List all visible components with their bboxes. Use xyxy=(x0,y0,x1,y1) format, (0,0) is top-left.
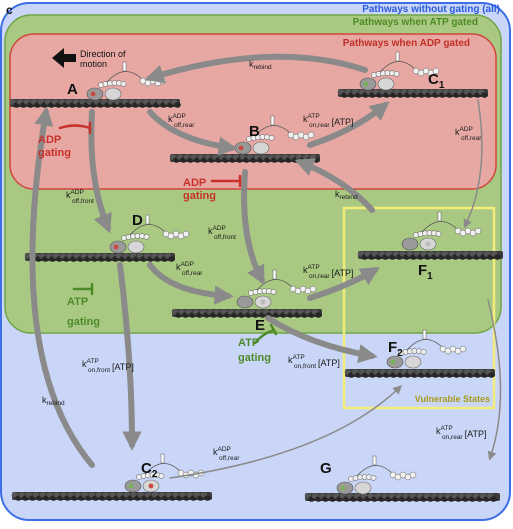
state-c1-letter: C xyxy=(428,71,439,88)
rate-on-front-d-c2: kATP on,front [ATP] xyxy=(82,358,134,374)
rate-on-rear-b-c1: kATP on,rear [ATP] xyxy=(303,113,353,129)
rate-rebind-c1-a: krebind xyxy=(249,59,272,71)
gating-marks xyxy=(58,121,278,345)
atp-gating-label-1b: gating xyxy=(67,316,100,328)
rate-off-rear-c1-f1: kADP off,rear xyxy=(455,126,482,142)
arrow-c1-to-f1 xyxy=(463,99,483,229)
state-c2-label: C2 xyxy=(141,460,158,480)
track-c2 xyxy=(11,492,212,501)
adp-gating-label-2b: gating xyxy=(183,190,216,202)
track-a xyxy=(9,99,181,108)
track-c1 xyxy=(337,89,488,98)
state-c1-sub: 1 xyxy=(439,80,445,91)
panel-letter: c xyxy=(6,3,13,17)
state-e-label: E xyxy=(255,317,265,334)
motor-g xyxy=(336,455,417,495)
state-a-label: A xyxy=(67,81,78,98)
arrow-f1-to-b xyxy=(294,158,375,213)
adp-gating-label-2a: ADP xyxy=(183,177,206,189)
motor-c1 xyxy=(359,51,440,91)
state-f1-sub: 1 xyxy=(427,271,433,282)
rate-off-front-b-e: kADP off,front xyxy=(208,225,236,241)
rate-off-rear-a-b: kADP off,rear xyxy=(168,113,195,129)
motor-f2 xyxy=(386,329,467,369)
rate-off-rear-c2-f2: kADP off,rear xyxy=(213,446,240,462)
arrow-f1-to-g xyxy=(487,299,502,461)
atp-gating-label-2a: ATP xyxy=(238,337,259,349)
state-f1-letter: F xyxy=(418,262,427,279)
motor-b xyxy=(234,115,315,155)
track-d xyxy=(24,253,175,262)
track-f2 xyxy=(344,369,495,378)
state-f2-sub: 2 xyxy=(397,348,403,359)
state-f1-label: F1 xyxy=(418,262,433,282)
microtubule-tracks xyxy=(9,89,503,502)
rate-off-rear-d-e: kADP off,rear xyxy=(176,261,203,277)
direction-label-line1: Direction of xyxy=(80,49,126,59)
arrow-d-to-c2 xyxy=(117,262,142,451)
rate-on-rear-e-f1: kATP on,rear [ATP] xyxy=(303,264,353,280)
state-g-label: G xyxy=(320,460,332,477)
rate-on-front-e-f2: kATP on,front [ATP] xyxy=(288,354,340,370)
motor-proteins xyxy=(86,51,482,495)
state-f2-letter: F xyxy=(388,339,397,356)
adp-gate-mark-1 xyxy=(58,124,92,130)
atp-gate-mark-2 xyxy=(253,328,276,345)
track-g xyxy=(304,493,500,502)
adp-gating-label-1b: gating xyxy=(38,147,71,159)
rate-rebind-f1-b: krebind xyxy=(335,189,358,201)
header-atp: Pathways when ATP gated xyxy=(353,17,478,28)
motor-d xyxy=(109,214,190,254)
motor-c2 xyxy=(124,453,205,493)
header-adp: Pathways when ADP gated xyxy=(343,38,470,49)
header-all: Pathways without gating (all) xyxy=(362,4,500,15)
arrow-e-to-f2 xyxy=(265,315,378,364)
transition-arrows xyxy=(29,53,502,479)
track-b xyxy=(169,154,320,163)
vulnerable-label: Vulnerable States xyxy=(415,394,490,404)
track-f1 xyxy=(357,251,503,260)
state-c1-label: C1 xyxy=(428,71,445,91)
atp-gating-label-1a: ATP xyxy=(67,296,88,308)
track-e xyxy=(171,309,322,318)
arrow-d-to-e xyxy=(147,262,234,305)
atp-gating-label-2b: gating xyxy=(238,352,271,364)
arrow-c1-to-a xyxy=(144,53,368,84)
arrow-b-to-c1 xyxy=(307,101,390,148)
rate-off-front-a-d: kADP off,front xyxy=(66,189,94,205)
state-d-label: D xyxy=(132,212,143,229)
motor-f1 xyxy=(401,211,482,251)
adp-gating-label-1a: ADP xyxy=(38,134,61,146)
rate-rebind-c2-a: krebind xyxy=(42,395,65,407)
state-b-label: B xyxy=(249,123,260,140)
direction-arrow-icon xyxy=(52,48,76,68)
arrow-c2-to-f2 xyxy=(169,385,402,479)
state-c2-letter: C xyxy=(141,460,152,477)
arrow-e-to-f1 xyxy=(307,267,380,301)
rate-on-rear-f1-g: kATP on,rear [ATP] xyxy=(436,425,486,441)
arrow-a-to-b xyxy=(147,109,238,156)
motor-e xyxy=(236,269,317,309)
state-c2-sub: 2 xyxy=(152,469,158,480)
direction-label-line2: motion xyxy=(80,59,107,69)
arrow-a-to-d xyxy=(88,109,112,234)
arrow-c2-to-a xyxy=(29,106,95,468)
region-vulnerable xyxy=(342,206,496,410)
state-f2-label: F2 xyxy=(388,339,403,359)
arrow-b-to-e xyxy=(241,169,265,286)
